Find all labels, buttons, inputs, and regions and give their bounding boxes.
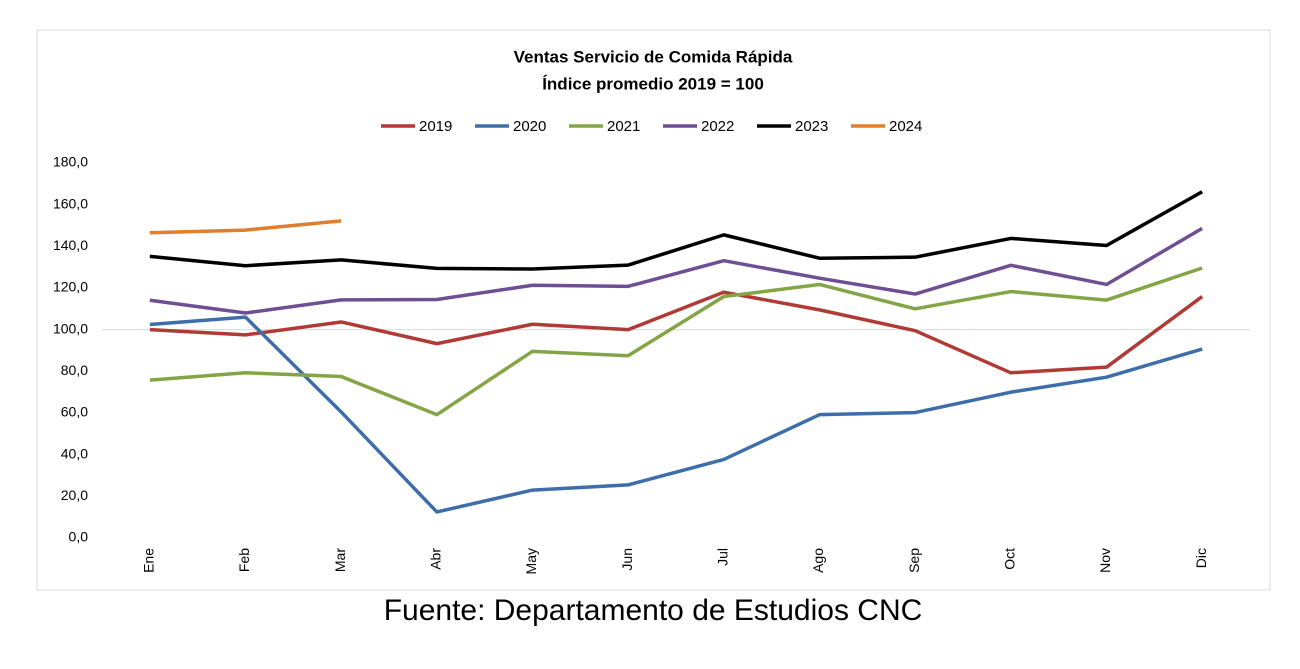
x-tick-label: Feb xyxy=(236,548,252,572)
x-tick-label: Abr xyxy=(428,548,444,570)
chart-frame xyxy=(36,29,1271,591)
source-note: Fuente: Departamento de Estudios CNC xyxy=(384,594,923,627)
y-tick-label: 80,0 xyxy=(61,362,88,378)
legend-label: 2021 xyxy=(607,118,640,135)
x-tick-label: Ago xyxy=(810,548,826,573)
series-line xyxy=(149,190,1204,271)
y-tick-label: 160,0 xyxy=(53,195,88,211)
legend-label: 2022 xyxy=(701,118,734,135)
x-tick-label: Mar xyxy=(332,548,348,572)
series-line xyxy=(149,226,1204,315)
chart-subtitle: Índice promedio 2019 = 100 xyxy=(542,74,764,93)
series-line xyxy=(149,266,1203,417)
y-tick-label: 100,0 xyxy=(53,320,88,336)
y-tick-label: 60,0 xyxy=(61,404,88,420)
series-line xyxy=(149,290,1204,375)
y-tick-label: 140,0 xyxy=(53,237,88,253)
y-tick-label: 120,0 xyxy=(53,279,88,295)
x-tick-label: Sep xyxy=(906,548,922,573)
legend-label: 2019 xyxy=(419,118,452,135)
series-line xyxy=(149,219,342,235)
x-tick-label: Dic xyxy=(1193,548,1209,568)
chart-title: Ventas Servicio de Comida Rápida xyxy=(514,47,793,66)
legend-label: 2023 xyxy=(795,118,828,135)
y-tick-label: 40,0 xyxy=(61,445,88,461)
series-line xyxy=(149,315,1203,514)
x-tick-label: Oct xyxy=(1002,548,1018,570)
y-tick-label: 0,0 xyxy=(69,529,89,545)
y-tick-label: 20,0 xyxy=(61,487,88,503)
x-tick-label: May xyxy=(523,548,539,574)
x-tick-label: Ene xyxy=(141,548,157,573)
legend-label: 2020 xyxy=(513,118,546,135)
y-tick-label: 180,0 xyxy=(53,154,88,170)
legend-label: 2024 xyxy=(889,118,922,135)
x-tick-label: Jun xyxy=(619,548,635,571)
x-tick-label: Nov xyxy=(1097,548,1113,573)
x-tick-label: Jul xyxy=(715,548,731,566)
